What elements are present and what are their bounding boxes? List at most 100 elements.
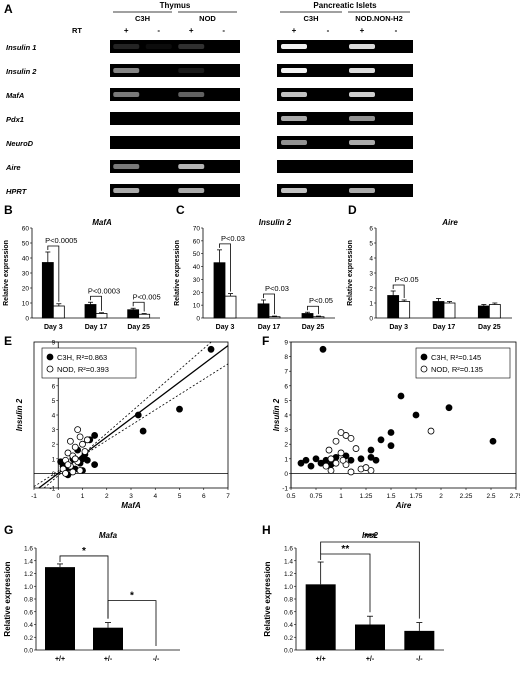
gel-lane-strip [110, 88, 240, 101]
significance-bracket [392, 284, 405, 298]
y-tick-label: 0 [52, 471, 56, 478]
gel-band [178, 68, 205, 73]
bar-nod [95, 313, 108, 319]
point-c3h [317, 459, 325, 467]
point-c3h [91, 432, 99, 439]
point-nod [327, 455, 335, 463]
x-tick-label: Day 25 [127, 324, 150, 331]
bar [93, 627, 123, 650]
gel-lane-strip [110, 112, 240, 125]
bar-nod [443, 302, 456, 319]
significance-bracket [320, 541, 420, 619]
gel-band [113, 164, 140, 169]
significance-bracket [107, 600, 157, 646]
y-tick-label: 30 [193, 277, 201, 284]
bar-c3h [41, 262, 54, 319]
gel-band [145, 44, 172, 49]
gel-band [281, 140, 307, 145]
rt-sign: + [360, 26, 365, 35]
significance-bracket [90, 295, 102, 311]
y-tick-label: 3 [284, 427, 288, 434]
x-tick-label: Day 3 [216, 324, 235, 331]
x-tick-label: 0.5 [286, 493, 295, 500]
gel-lane-strip [277, 112, 413, 125]
x-tick-label: +/- [366, 656, 375, 663]
strain-header: NOD.NON-H2 [355, 14, 403, 23]
gel-lane-strip [110, 184, 240, 197]
y-tick-label: 70 [193, 226, 201, 233]
x-tick-label: 4 [153, 493, 157, 500]
point-nod [325, 446, 333, 454]
panel-label: B [4, 203, 13, 217]
x-tick-label: 2.25 [460, 493, 473, 500]
y-tick-label: 9 [52, 340, 56, 347]
y-tick-label: 30 [22, 271, 30, 278]
gel-band [349, 44, 375, 49]
bar-nod [138, 313, 151, 319]
point-nod [79, 440, 86, 448]
legend-marker [46, 353, 54, 361]
point-nod [342, 432, 350, 439]
y-tick-label: 1 [52, 456, 56, 463]
significance-stars: ** [341, 544, 349, 555]
gel-band [281, 44, 307, 49]
gel-lane-strip [110, 160, 240, 173]
y-tick-label: 1.0 [284, 584, 293, 591]
point-nod [339, 456, 347, 464]
bar-nod [268, 316, 281, 319]
bar-chart-d-aire: D Aire Relative expression 0 1 2 3 4 5 6 Day 3 Day … [347, 203, 512, 331]
x-tick-label: 1 [81, 493, 85, 500]
bar-nod [312, 316, 325, 319]
legend-entry: NOD, R²=0.135 [431, 365, 483, 374]
panel-label-a: A [4, 2, 13, 16]
legend-marker [420, 353, 428, 361]
bar-chart-g-mafa: G Mafa Relative expression 0.0 0.2 0.4 0.6 0.8 1… [3, 523, 180, 663]
y-tick-label: 40 [22, 256, 30, 263]
y-tick-label: 6 [52, 383, 56, 390]
y-tick-label: 20 [22, 286, 30, 293]
x-tick-label: 1.75 [410, 493, 423, 500]
x-tick-label: 2.5 [486, 493, 495, 500]
x-tick-label: 5 [178, 493, 182, 500]
gel-lane-strip [277, 40, 413, 53]
y-tick-label: 1 [284, 456, 288, 463]
chart-title: MafA [92, 218, 112, 227]
y-tick-label: -1 [282, 486, 288, 493]
x-tick-label: Day 17 [85, 324, 108, 331]
gel-lane-strip [277, 160, 413, 173]
y-tick-label: 5 [52, 398, 56, 405]
point-nod [332, 437, 340, 445]
legend-marker [46, 365, 54, 373]
rt-sign: - [395, 26, 398, 35]
point-c3h [367, 453, 375, 461]
gel-band [113, 188, 140, 193]
legend-entry: C3H, R²=0.145 [431, 353, 481, 362]
gene-label: Aire [5, 163, 21, 172]
gel-band [178, 44, 205, 49]
y-tick-label: 0.2 [284, 635, 293, 642]
significance-stars: *** [364, 532, 376, 543]
x-axis-label: Aire [395, 501, 412, 510]
point-c3h [302, 456, 310, 464]
x-tick-label: -1 [31, 493, 37, 500]
scatter-chart-f: F 0.5 0.75 1 1.25 1.5 1.75 2 2.25 2.5 2.75 -1 0 1 2 3 4 5… [262, 334, 520, 510]
significance-stars: * [130, 591, 134, 602]
point-c3h [312, 455, 320, 463]
y-tick-label: 0 [284, 471, 288, 478]
significance-bracket [132, 301, 145, 312]
gene-label: MafA [6, 91, 24, 100]
gel-band [178, 92, 205, 97]
x-tick-label: +/- [104, 656, 113, 663]
y-tick-label: 1.2 [24, 571, 33, 578]
y-tick-label: 0.8 [24, 597, 33, 604]
gene-label: HPRT [6, 187, 28, 196]
rt-sign: - [222, 26, 225, 35]
y-tick-label: 7 [284, 369, 288, 376]
y-tick-label: -1 [49, 486, 55, 493]
p-value-annotation: P<0.0005 [45, 236, 77, 245]
point-nod [83, 436, 91, 444]
point-nod [81, 448, 89, 455]
y-tick-label: 50 [22, 241, 30, 248]
y-tick-label: 2 [284, 442, 288, 449]
